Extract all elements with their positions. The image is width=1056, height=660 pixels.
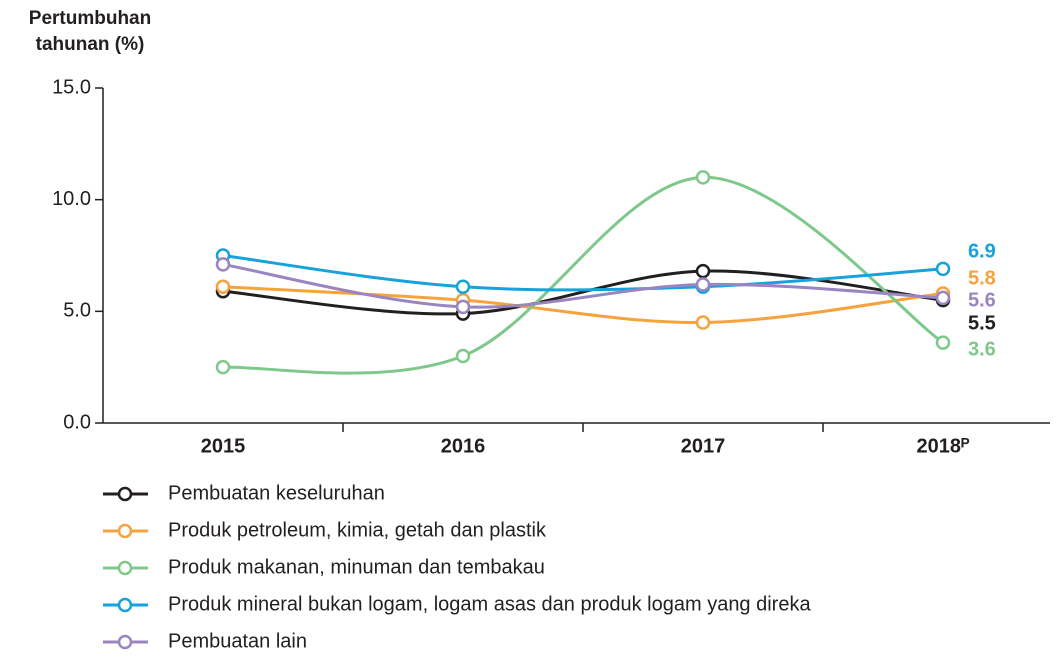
legend-marker (117, 486, 133, 502)
series-line (222, 175, 944, 375)
legend-marker (117, 597, 133, 613)
point (935, 261, 951, 277)
y-tick-label: 0.0 (63, 411, 91, 433)
legend-label: Pembuatan lain (168, 630, 307, 652)
value-label: 5.5 (968, 312, 996, 334)
series-line (222, 269, 944, 316)
legend-marker (117, 560, 133, 576)
point (455, 299, 471, 315)
y-tick-label: 15.0 (52, 76, 91, 98)
point (215, 257, 231, 272)
x-tick-label: 2015 (201, 435, 246, 457)
value-label: 6.9 (968, 240, 996, 262)
point (455, 348, 471, 364)
x-tick-label: 2017 (681, 435, 726, 457)
legend-label: Produk petroleum, kimia, getah dan plast… (168, 519, 547, 541)
point (695, 277, 711, 292)
point (215, 279, 231, 295)
legend-label: Produk mineral bukan logam, logam asas d… (168, 593, 811, 615)
x-tick-label: 2016 (441, 435, 486, 457)
point (215, 359, 231, 375)
y-axis-label: Pertumbuhan tahunan (%) (28, 8, 152, 55)
x-tick-label: 2018ᴾ (917, 435, 970, 457)
point (935, 290, 951, 306)
series-line (222, 285, 944, 325)
value-label: 5.6 (968, 289, 996, 311)
point (695, 315, 711, 330)
y-tick-label: 10.0 (52, 188, 91, 210)
legend-label: Pembuatan keseluruhan (168, 482, 385, 504)
value-label: 5.8 (968, 267, 996, 289)
legend-marker (117, 634, 133, 650)
point (935, 335, 951, 350)
point (695, 170, 711, 185)
point (455, 279, 471, 295)
legend-marker (117, 523, 133, 539)
series-line (222, 262, 944, 309)
point (695, 263, 711, 279)
legend-label: Produk makanan, minuman dan tembakau (168, 556, 545, 578)
series-line (222, 254, 944, 292)
value-label: 3.6 (968, 338, 996, 360)
y-tick-label: 5.0 (63, 300, 91, 322)
